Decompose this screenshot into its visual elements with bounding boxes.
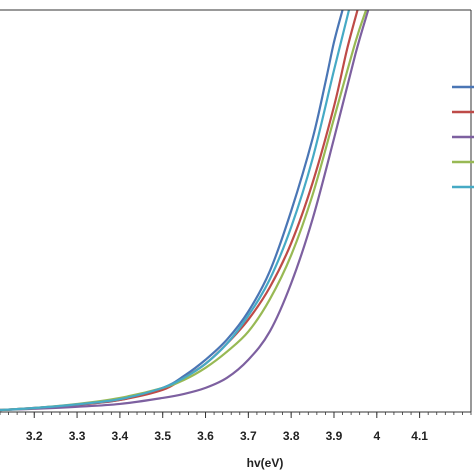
x-major-ticks <box>33 412 421 418</box>
x-tick-label: 3.7 <box>240 429 257 443</box>
x-tick-label: 4 <box>373 429 380 443</box>
x-tick-label: 4.1 <box>411 429 428 443</box>
x-tick-label: 3.4 <box>112 429 129 443</box>
legend <box>452 85 474 189</box>
x-tick-label: 3.9 <box>326 429 343 443</box>
x-tick-label: 3.3 <box>69 429 86 443</box>
series-line-5 <box>0 10 351 412</box>
x-tick-label: 3.6 <box>197 429 214 443</box>
x-axis-label: hv(eV) <box>247 456 284 470</box>
x-tick-labels: 3.2 3.3 3.4 3.5 3.6 3.7 3.8 3.9 4 4.1 <box>26 429 428 443</box>
x-tick-label: 3.5 <box>154 429 171 443</box>
x-tick-label: 3.8 <box>283 429 300 443</box>
x-tick-label: 3.2 <box>26 429 43 443</box>
series-line-3 <box>0 10 370 412</box>
series-lines <box>0 10 370 412</box>
